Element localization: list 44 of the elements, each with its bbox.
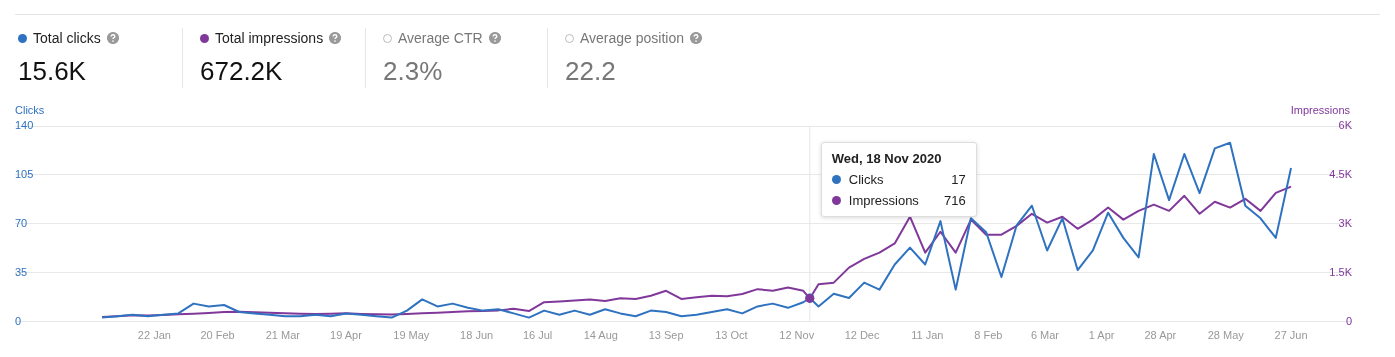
x-tick-label: 22 Jan xyxy=(137,329,171,342)
y2-tick-label: 4.5K xyxy=(1329,167,1353,180)
x-tick-label: 19 May xyxy=(393,329,430,342)
y-tick-label: 0 xyxy=(15,314,22,327)
x-tick-label: 6 Mar xyxy=(1030,329,1060,342)
x-tick-label: 20 Feb xyxy=(200,329,235,342)
x-tick-label: 12 Nov xyxy=(779,329,815,342)
y2-axis-title: Impressions xyxy=(1290,104,1350,116)
text: Average position xyxy=(580,30,685,46)
x-tick-label: 16 Jul xyxy=(522,329,553,342)
x-tick-label: 12 Dec xyxy=(844,329,880,342)
annotation: 716 xyxy=(944,193,966,208)
x-tick-label: 18 Jun xyxy=(460,329,494,342)
x-tick-label: 1 Apr xyxy=(1088,329,1115,342)
x-tick-label: 21 Mar xyxy=(265,329,301,342)
y2-tick-label: 1.5K xyxy=(1329,265,1353,278)
legend-label: Clicks xyxy=(848,172,884,187)
y-tick-label: 70 xyxy=(15,216,28,229)
text: 15.6K xyxy=(18,56,87,87)
y-axis-title: Clicks xyxy=(15,104,45,116)
text: 2.3% xyxy=(383,56,444,87)
y2-tick-label: 0 xyxy=(1345,314,1352,327)
text: Total impressions xyxy=(215,30,324,46)
y2-tick-label: 3K xyxy=(1338,216,1353,229)
y-tick-label: 35 xyxy=(15,265,28,278)
x-tick-label: 14 Aug xyxy=(583,329,618,342)
x-tick-label: 19 Apr xyxy=(330,329,363,342)
x-tick-label: 28 May xyxy=(1207,329,1245,342)
annotation: 17 xyxy=(951,172,966,187)
x-tick-label: 27 Jun xyxy=(1274,329,1308,342)
annotation: Wed, 18 Nov 2020 xyxy=(831,151,943,166)
y2-tick-label: 6K xyxy=(1338,119,1353,132)
x-tick-label: 13 Oct xyxy=(715,329,748,342)
y-tick-label: 105 xyxy=(15,167,34,180)
x-tick-label: 11 Jan xyxy=(911,329,944,342)
text: Total clicks xyxy=(33,30,101,46)
text: 672.2K xyxy=(200,56,284,87)
text: Average CTR xyxy=(398,30,483,46)
text: 22.2 xyxy=(565,56,617,87)
legend-label: Impressions xyxy=(848,193,919,208)
x-tick-label: 28 Apr xyxy=(1144,329,1177,342)
x-tick-label: 8 Feb xyxy=(974,329,1003,342)
x-tick-label: 13 Sep xyxy=(648,329,684,342)
y-tick-label: 140 xyxy=(15,119,34,132)
